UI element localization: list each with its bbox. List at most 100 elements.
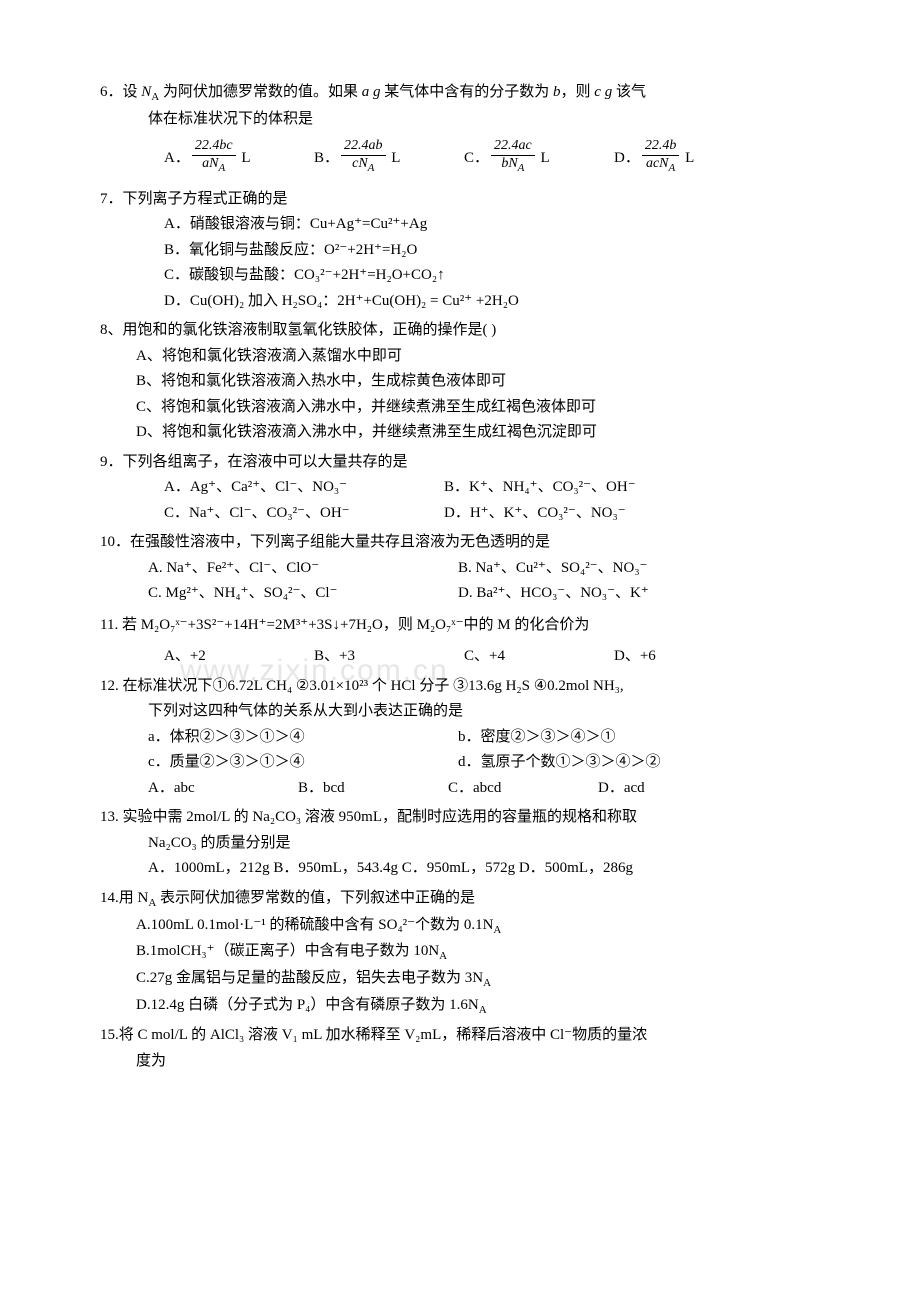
q6-stem-line2: 体在标准状况下的体积是 (100, 107, 850, 133)
q6-frac-b: 22.4abcNA (341, 138, 386, 175)
q6-options: A．22.4bcaNA L B．22.4abcNA L C．22.4acbNA … (100, 140, 850, 177)
q14-opt-a-text: A.100mL 0.1mol·L⁻¹ 的稀硫酸中含有 SO₄²⁻个数为 0.1N (136, 917, 493, 933)
q6-text-a: 6．设 (100, 84, 141, 100)
q9-row1: A．Ag⁺、Ca²⁺、Cl⁻、NO₃⁻ B．K⁺、NH₄⁺、CO₃²⁻、OH⁻ (100, 475, 850, 501)
q6-frac-d-den-a: acN (646, 156, 669, 171)
q6-cg: c g (594, 84, 612, 100)
q6-text-d: ，则 (561, 84, 595, 100)
q15-stem2: 度为 (100, 1049, 850, 1075)
q14-stem-b: 表示阿伏加德罗常数的值，下列叙述中正确的是 (156, 890, 475, 906)
question-10: 10．在强酸性溶液中，下列离子组能大量共存且溶液为无色透明的是 A. Na⁺、F… (100, 530, 850, 607)
q12-d: d．氢原子个数①＞③＞④＞② (458, 750, 661, 776)
q11-opt-b: B、+3 (314, 644, 464, 670)
q6-frac-c-den: bNA (491, 156, 535, 175)
q14-opt-b-sub: A (439, 950, 447, 962)
q6-na-n: N (141, 84, 151, 100)
q8-opt-a: A、将饱和氯化铁溶液滴入蒸馏水中即可 (100, 344, 850, 370)
q12-options: A．abc B．bcd C．abcd D．acd (100, 776, 850, 802)
q14-stem-a: 14.用 N (100, 890, 148, 906)
q9-opt-b: B．K⁺、NH₄⁺、CO₃²⁻、OH⁻ (444, 475, 636, 501)
q9-opt-d: D．H⁺、K⁺、CO₃²⁻、NO₃⁻ (444, 501, 626, 527)
q6-ag: a g (362, 84, 381, 100)
q12-c: c．质量②＞③＞①＞④ (148, 750, 458, 776)
q6-opt-a: A．22.4bcaNA L (164, 140, 314, 177)
q6-frac-a-num: 22.4bc (192, 138, 236, 156)
q6-text-c: 某气体中含有的分子数为 (381, 84, 554, 100)
q9-opt-a: A．Ag⁺、Ca²⁺、Cl⁻、NO₃⁻ (164, 475, 444, 501)
q15-stem1: 15.将 C mol/L 的 AlCl₃ 溶液 V₁ mL 加水稀释至 V₂mL… (100, 1023, 850, 1049)
q6-opt-a-label: A． (164, 150, 190, 166)
q14-opt-d-sub: A (479, 1004, 487, 1016)
q10-opt-c: C. Mg²⁺、NH₄⁺、SO₄²⁻、Cl⁻ (148, 581, 458, 607)
q6-opt-d-unit: L (681, 150, 694, 166)
q14-stem: 14.用 NA 表示阿伏加德罗常数的值，下列叙述中正确的是 (100, 886, 850, 913)
q8-opt-c: C、将饱和氯化铁溶液滴入沸水中，并继续煮沸至生成红褐色液体即可 (100, 395, 850, 421)
q14-opt-b: B.1molCH₃⁺（碳正离子）中含有电子数为 10NA (100, 939, 850, 966)
question-14: 14.用 NA 表示阿伏加德罗常数的值，下列叙述中正确的是 A.100mL 0.… (100, 886, 850, 1019)
q6-frac-d-num: 22.4b (642, 138, 680, 156)
q6-frac-a-den-sub: A (219, 162, 226, 174)
q6-frac-d: 22.4bacNA (642, 138, 680, 175)
q14-opt-c-sub: A (483, 977, 491, 989)
q6-opt-d: D．22.4bacNA L (614, 140, 764, 177)
q12-ab-row2: c．质量②＞③＞①＞④ d．氢原子个数①＞③＞④＞② (100, 750, 850, 776)
q6-frac-d-den: acNA (642, 156, 680, 175)
q11-stem: 11. 若 M₂O₇ˣ⁻+3S²⁻+14H⁺=2M³⁺+3S↓+7H₂O，则 M… (100, 613, 850, 639)
q6-frac-a-den-a: aN (202, 156, 218, 171)
question-8: 8、用饱和的氯化铁溶液制取氢氧化铁胶体，正确的操作是( ) A、将饱和氯化铁溶液… (100, 318, 850, 446)
q12-b: b．密度②＞③＞④＞① (458, 725, 616, 751)
q11-options: A、+2 B、+3 C、+4 D、+6 (100, 644, 850, 670)
q14-opt-b-text: B.1molCH₃⁺（碳正离子）中含有电子数为 10N (136, 943, 439, 959)
q6-opt-c-label: C． (464, 150, 489, 166)
q6-frac-b-den-sub: A (368, 162, 375, 174)
q6-text-e: 该气 (612, 84, 646, 100)
q7-opt-b: B．氧化铜与盐酸反应：O²⁻+2H⁺=H₂O (100, 238, 850, 264)
q6-frac-c: 22.4acbNA (491, 138, 535, 175)
q14-opt-a: A.100mL 0.1mol·L⁻¹ 的稀硫酸中含有 SO₄²⁻个数为 0.1N… (100, 913, 850, 940)
q13-opts: A．1000mL，212g B．950mL，543.4g C．950mL，572… (100, 856, 850, 882)
q12-opt-a: A．abc (148, 776, 298, 802)
q10-row1: A. Na⁺、Fe²⁺、Cl⁻、ClO⁻ B. Na⁺、Cu²⁺、SO₄²⁻、N… (100, 556, 850, 582)
q7-opt-a: A．硝酸银溶液与铜：Cu+Ag⁺=Cu²⁺+Ag (100, 212, 850, 238)
q12-opt-c: C．abcd (448, 776, 598, 802)
question-7: 7．下列离子方程式正确的是 A．硝酸银溶液与铜：Cu+Ag⁺=Cu²⁺+Ag B… (100, 187, 850, 315)
q11-opt-c: C、+4 (464, 644, 614, 670)
q11-opt-a: A、+2 (164, 644, 314, 670)
question-13: 13. 实验中需 2mol/L 的 Na₂CO₃ 溶液 950mL，配制时应选用… (100, 805, 850, 882)
q13-stem1: 13. 实验中需 2mol/L 的 Na₂CO₃ 溶液 950mL，配制时应选用… (100, 805, 850, 831)
q9-opt-c: C．Na⁺、Cl⁻、CO₃²⁻、OH⁻ (164, 501, 444, 527)
q6-frac-b-den: cNA (341, 156, 386, 175)
q10-opt-d: D. Ba²⁺、HCO₃⁻、NO₃⁻、K⁺ (458, 581, 649, 607)
q6-frac-d-den-sub: A (669, 162, 676, 174)
q7-opt-d: D．Cu(OH)₂ 加入 H₂SO₄：2H⁺+Cu(OH)₂ = Cu²⁺ +2… (100, 289, 850, 315)
q14-opt-c-text: C.27g 金属铝与足量的盐酸反应，铝失去电子数为 3N (136, 970, 483, 986)
q6-frac-c-den-a: bN (501, 156, 517, 171)
q9-stem: 9．下列各组离子，在溶液中可以大量共存的是 (100, 450, 850, 476)
q12-stem2: 下列对这四种气体的关系从大到小表达正确的是 (100, 699, 850, 725)
q12-ab-row1: a．体积②＞③＞①＞④ b．密度②＞③＞④＞① (100, 725, 850, 751)
q6-opt-c: C．22.4acbNA L (464, 140, 614, 177)
q8-opt-d: D、将饱和氯化铁溶液滴入沸水中，并继续煮沸至生成红褐色沉淀即可 (100, 420, 850, 446)
q12-stem1: 12. 在标准状况下①6.72L CH₄ ②3.01×10²³ 个 HCl 分子… (100, 674, 850, 700)
q6-frac-b-num: 22.4ab (341, 138, 386, 156)
q14-opt-d-text: D.12.4g 白磷（分子式为 P₄）中含有磷原子数为 1.6N (136, 997, 479, 1013)
q11-opt-d: D、+6 (614, 644, 764, 670)
q13-stem2: Na₂CO₃ 的质量分别是 (100, 831, 850, 857)
q6-opt-b-label: B． (314, 150, 339, 166)
q10-opt-b: B. Na⁺、Cu²⁺、SO₄²⁻、NO₃⁻ (458, 556, 647, 582)
q10-opt-a: A. Na⁺、Fe²⁺、Cl⁻、ClO⁻ (148, 556, 458, 582)
q8-stem: 8、用饱和的氯化铁溶液制取氢氧化铁胶体，正确的操作是( ) (100, 318, 850, 344)
q14-opt-d: D.12.4g 白磷（分子式为 P₄）中含有磷原子数为 1.6NA (100, 993, 850, 1020)
q6-stem: 6．设 NA 为阿伏加德罗常数的值。如果 a g 某气体中含有的分子数为 b，则… (100, 80, 850, 107)
q6-b: b (553, 84, 561, 100)
q8-opt-b: B、将饱和氯化铁溶液滴入热水中，生成棕黄色液体即可 (100, 369, 850, 395)
q6-opt-b-unit: L (388, 150, 401, 166)
question-15: 15.将 C mol/L 的 AlCl₃ 溶液 V₁ mL 加水稀释至 V₂mL… (100, 1023, 850, 1074)
q14-opt-a-sub: A (493, 924, 501, 936)
q6-na: N (141, 84, 151, 100)
q9-row2: C．Na⁺、Cl⁻、CO₃²⁻、OH⁻ D．H⁺、K⁺、CO₃²⁻、NO₃⁻ (100, 501, 850, 527)
question-6: 6．设 NA 为阿伏加德罗常数的值。如果 a g 某气体中含有的分子数为 b，则… (100, 80, 850, 177)
q6-frac-c-num: 22.4ac (491, 138, 535, 156)
question-11: 11. 若 M₂O₇ˣ⁻+3S²⁻+14H⁺=2M³⁺+3S↓+7H₂O，则 M… (100, 613, 850, 670)
q12-opt-b: B．bcd (298, 776, 448, 802)
